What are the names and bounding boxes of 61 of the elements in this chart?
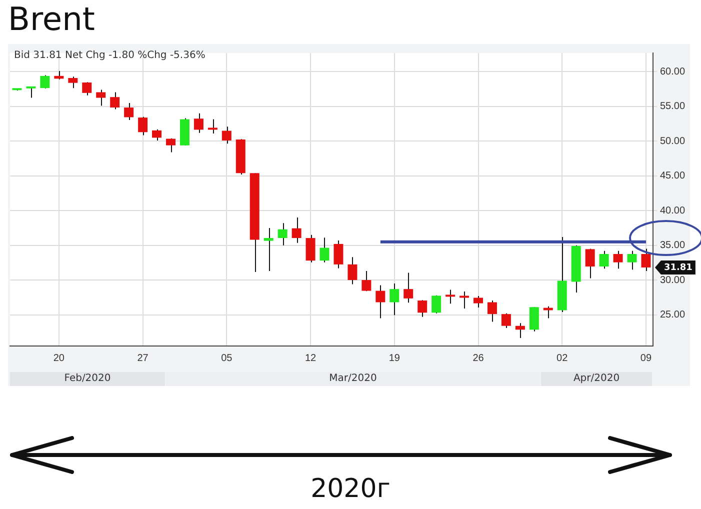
- candlestick: [110, 92, 120, 110]
- x-tick-label: 02: [556, 352, 568, 364]
- y-tick-label: 25.00: [660, 310, 686, 321]
- text: 2020г: [310, 474, 392, 504]
- candlestick: [474, 296, 484, 308]
- x-tick-label: 19: [388, 352, 400, 364]
- candlestick: [96, 89, 106, 106]
- text: Apr/2020: [541, 372, 652, 386]
- y-tick-label: 45.00: [660, 170, 686, 182]
- candlestick: [334, 240, 344, 269]
- candlestick: [390, 283, 400, 316]
- x-tick-label: 26: [472, 352, 484, 364]
- x-tick-label: 05: [221, 352, 233, 364]
- x-tick-label: 27: [137, 352, 149, 364]
- y-tick-label: 40.00: [660, 205, 686, 216]
- candlestick: [501, 312, 511, 328]
- candlestick: [292, 217, 302, 244]
- candlestick: [124, 102, 134, 120]
- candlestick: [418, 300, 428, 318]
- candlestick: [446, 289, 456, 304]
- candlestick: [166, 138, 176, 153]
- x-tick-label: 09: [640, 352, 652, 364]
- candlestick: [460, 290, 470, 310]
- candlestick: [40, 74, 50, 89]
- candlestick: [194, 112, 204, 134]
- candlestick: [208, 118, 218, 134]
- y-tick-label: 60.00: [660, 66, 686, 78]
- candlestick: [376, 284, 386, 319]
- candlestick: [641, 248, 651, 272]
- chart-title: Brent: [8, 0, 95, 38]
- x-tick-label: 20: [53, 352, 65, 364]
- text: Feb/2020: [10, 372, 165, 386]
- text: Mar/2020: [166, 372, 540, 386]
- chart-subtitle: Bid 31.81 Net Chg -1.80 %Chg -5.36%: [14, 50, 206, 61]
- candlestick: [138, 116, 148, 136]
- candlestick: [404, 272, 414, 304]
- candlestick: [432, 294, 442, 314]
- candlestick: [627, 250, 637, 270]
- candlestick: [222, 126, 232, 144]
- candlestick: [278, 222, 288, 246]
- candlestick: [529, 306, 539, 332]
- x-tick-label: 12: [304, 352, 317, 364]
- text: 31.81: [664, 262, 692, 273]
- candlestick: [515, 322, 525, 339]
- candlestick: [585, 248, 595, 279]
- candlestick: [264, 227, 274, 272]
- candlestick: [362, 270, 372, 292]
- y-tick-label: 55.00: [660, 101, 686, 112]
- candlestick: [348, 256, 358, 285]
- candlestick: [613, 250, 623, 270]
- candlestick: [68, 76, 78, 89]
- candlestick: [152, 128, 162, 141]
- candlestick: [320, 237, 330, 263]
- candlestick: [26, 86, 36, 98]
- candlestick: [82, 82, 92, 96]
- y-tick-label: 50.00: [660, 136, 686, 147]
- candlestick: [306, 234, 316, 263]
- candlestick: [599, 250, 609, 270]
- y-tick-label: 35.00: [660, 240, 686, 252]
- candlestick: [487, 300, 497, 322]
- y-tick-label: 30.00: [660, 274, 686, 286]
